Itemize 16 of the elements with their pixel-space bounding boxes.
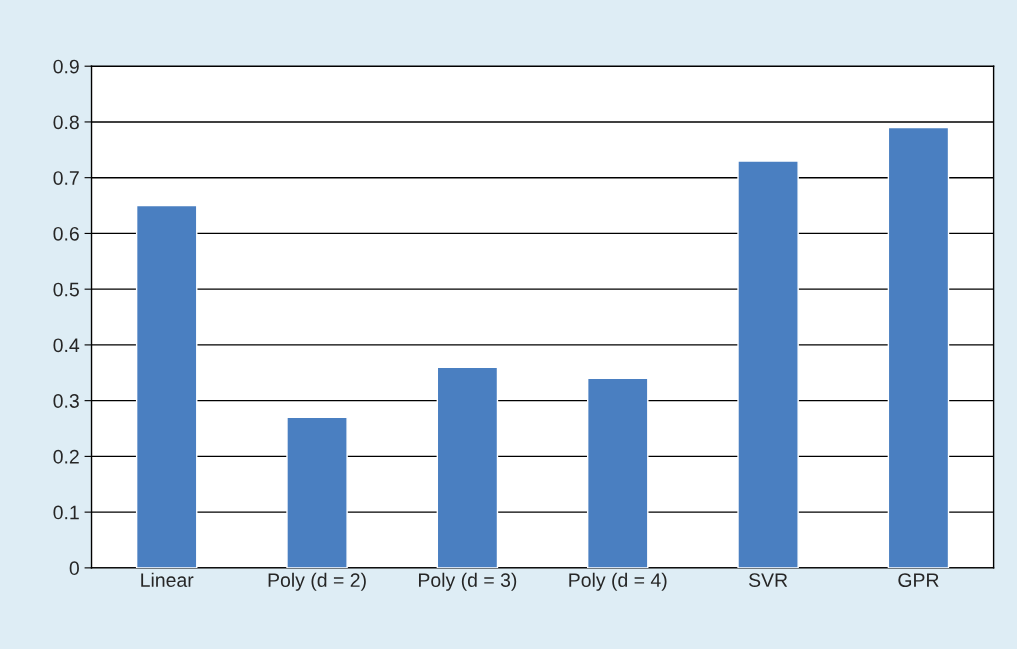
y-tick-label: 0.1 <box>53 505 79 520</box>
y-tick-label: 0.6 <box>53 226 79 241</box>
y-tick-label: 0.3 <box>53 394 79 408</box>
x-tick-label: Poly (d = 3) <box>419 572 517 591</box>
y-tick-label: 0.2 <box>53 449 79 464</box>
y-tick-label: 0.8 <box>53 115 79 130</box>
y-tick-label: 0 <box>69 561 79 576</box>
x-tick-label: GPR <box>898 573 939 588</box>
y-tick-label: 0.7 <box>53 171 79 185</box>
x-tick-label: Poly (d = 4) <box>569 572 667 591</box>
x-tick-label: Linear <box>141 572 194 588</box>
y-tick-label: 0.9 <box>53 59 79 74</box>
y-tick-label: 0.4 <box>53 338 80 353</box>
x-tick-label: Poly (d = 2) <box>268 572 366 591</box>
y-tick-label: 0.5 <box>53 282 79 297</box>
x-tick-label: SVR <box>748 573 788 588</box>
